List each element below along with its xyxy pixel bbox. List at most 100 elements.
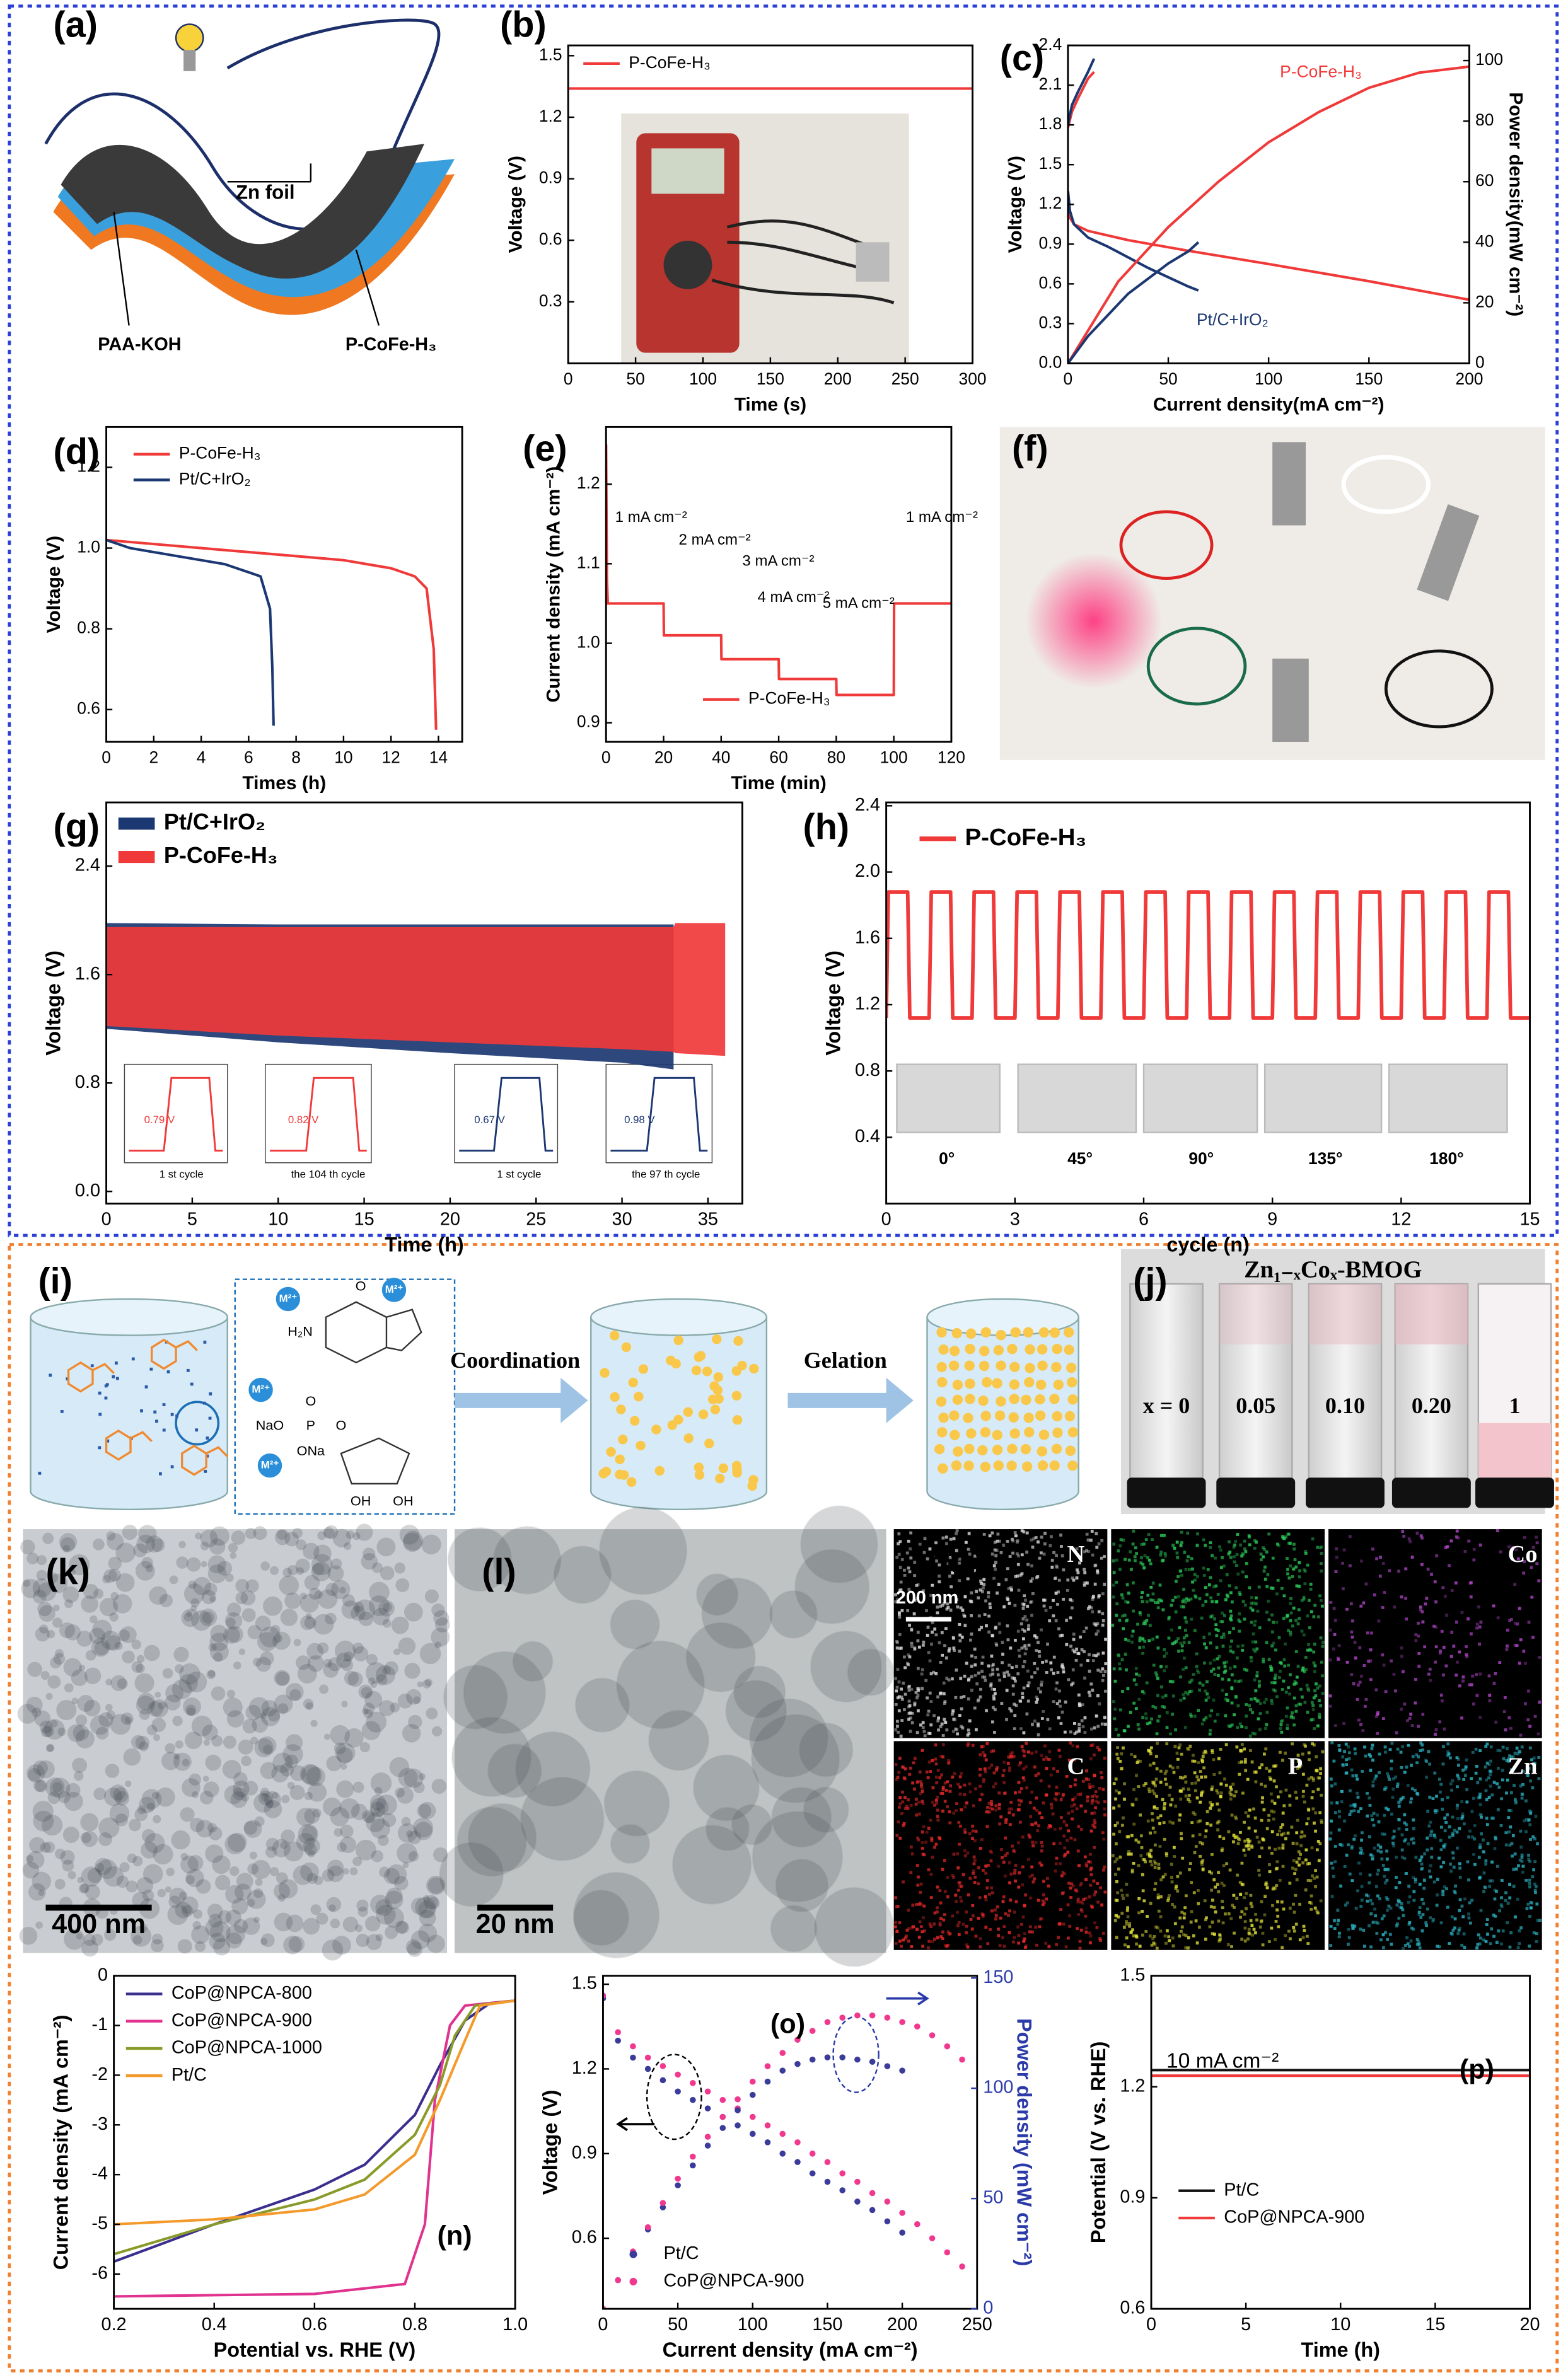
tem-grain	[91, 1933, 103, 1946]
eds-pixel	[1046, 1643, 1049, 1646]
annotation: 1 mA cm⁻²	[906, 509, 978, 526]
eds-pixel	[1467, 1539, 1471, 1543]
eds-pixel	[1271, 1556, 1275, 1560]
eds-pixel	[1018, 1699, 1022, 1703]
x-tick-label: 100	[689, 369, 717, 388]
tem-grain	[156, 1787, 175, 1807]
particle	[618, 1435, 628, 1445]
eds-pixel	[929, 1770, 932, 1773]
eds-pixel	[1243, 1939, 1247, 1943]
tem-grain	[87, 1868, 103, 1883]
eds-pixel	[933, 1938, 936, 1941]
eds-pixel	[1465, 1800, 1469, 1804]
eds-pixel	[1318, 1546, 1322, 1550]
eds-pixel	[1439, 1848, 1443, 1852]
tem-grain	[90, 1615, 98, 1624]
eds-pixel	[1439, 1921, 1443, 1925]
eds-pixel	[1455, 1535, 1458, 1539]
eds-pixel	[974, 1934, 978, 1938]
tem-grain	[94, 1641, 109, 1656]
particle	[938, 1412, 949, 1423]
eds-pixel	[1398, 1881, 1402, 1885]
particle	[702, 1366, 712, 1377]
tem-grain	[178, 1540, 186, 1549]
eds-pixel	[1275, 1695, 1279, 1699]
eds-pixel	[1069, 1616, 1072, 1620]
eds-pixel	[1455, 1620, 1458, 1624]
eds-pixel	[1229, 1649, 1233, 1653]
eds-pixel	[927, 1709, 931, 1713]
eds-pixel	[1215, 1646, 1219, 1649]
figure-label: 0.10	[1325, 1393, 1365, 1418]
eds-pixel	[1297, 1608, 1301, 1612]
eds-pixel	[1218, 1835, 1222, 1839]
tem-grain	[406, 1830, 414, 1838]
tem-grain	[26, 1764, 45, 1783]
eds-pixel	[1044, 1660, 1048, 1663]
eds-pixel	[894, 1702, 898, 1706]
eds-pixel	[1163, 1837, 1166, 1841]
x-tick-label: 100	[880, 748, 908, 766]
eds-pixel	[1348, 1751, 1351, 1755]
eds-pixel	[1228, 1645, 1232, 1649]
eds-pixel	[1147, 1790, 1151, 1794]
eds-pixel	[1401, 1796, 1405, 1799]
eds-pixel	[1059, 1842, 1062, 1845]
eds-pixel	[1519, 1784, 1523, 1788]
tem-grain	[284, 1592, 301, 1609]
eds-pixel	[1441, 1893, 1445, 1897]
eds-pixel	[1342, 1722, 1346, 1725]
eds-pixel	[1053, 1827, 1057, 1831]
tem-grain	[71, 1697, 79, 1705]
eds-pixel	[1071, 1744, 1075, 1748]
eds-pixel	[1165, 1711, 1169, 1714]
eds-pixel	[957, 1820, 961, 1824]
eds-pixel	[1194, 1781, 1197, 1785]
eds-pixel	[984, 1898, 988, 1902]
eds-pixel	[1098, 1702, 1101, 1706]
eds-pixel	[1123, 1798, 1126, 1801]
eds-pixel	[1021, 1665, 1025, 1668]
eds-pixel	[1467, 1912, 1470, 1916]
x-tick-label: 200	[824, 369, 852, 388]
eds-pixel	[1485, 1918, 1489, 1921]
eds-pixel	[1060, 1892, 1064, 1895]
eds-pixel	[1035, 1808, 1038, 1812]
tem-grain	[370, 1895, 390, 1915]
legend-label: P-CoFe-H₃	[748, 689, 830, 708]
eds-pixel	[1402, 1946, 1405, 1950]
eds-pixel	[1043, 1598, 1047, 1602]
tem-grain	[274, 1670, 290, 1687]
eds-pixel	[925, 1830, 929, 1834]
eds-pixel	[980, 1661, 984, 1665]
eds-pixel	[1387, 1904, 1391, 1908]
tem-grain	[245, 1704, 261, 1721]
tem-grain	[202, 1776, 209, 1782]
eds-pixel	[1075, 1807, 1079, 1811]
eds-pixel	[967, 1728, 970, 1732]
eds-pixel	[1319, 1704, 1323, 1707]
dot	[159, 1472, 162, 1476]
eds-pixel	[1440, 1825, 1443, 1829]
eds-pixel	[1178, 1743, 1182, 1747]
eds-pixel	[1518, 1607, 1521, 1610]
eds-pixel	[1332, 1759, 1336, 1763]
eds-pixel	[1312, 1661, 1316, 1665]
eds-pixel	[1179, 1641, 1183, 1645]
particle	[996, 1396, 1006, 1407]
eds-pixel	[1292, 1926, 1296, 1929]
tem-grain	[206, 1670, 216, 1680]
eds-pixel	[1369, 1945, 1373, 1949]
eds-pixel	[1486, 1932, 1489, 1936]
eds-pixel	[1451, 1832, 1455, 1835]
y2-tick-label: 40	[1475, 231, 1494, 250]
eds-pixel	[1019, 1727, 1023, 1731]
eds-pixel	[1156, 1694, 1159, 1697]
eds-pixel	[1066, 1936, 1070, 1940]
eds-pixel	[1210, 1788, 1214, 1791]
tem-grain	[402, 1532, 422, 1552]
eds-pixel	[1243, 1926, 1247, 1930]
eds-pixel	[1510, 1617, 1513, 1621]
eds-pixel	[1392, 1829, 1396, 1833]
eds-pixel	[1394, 1886, 1398, 1890]
